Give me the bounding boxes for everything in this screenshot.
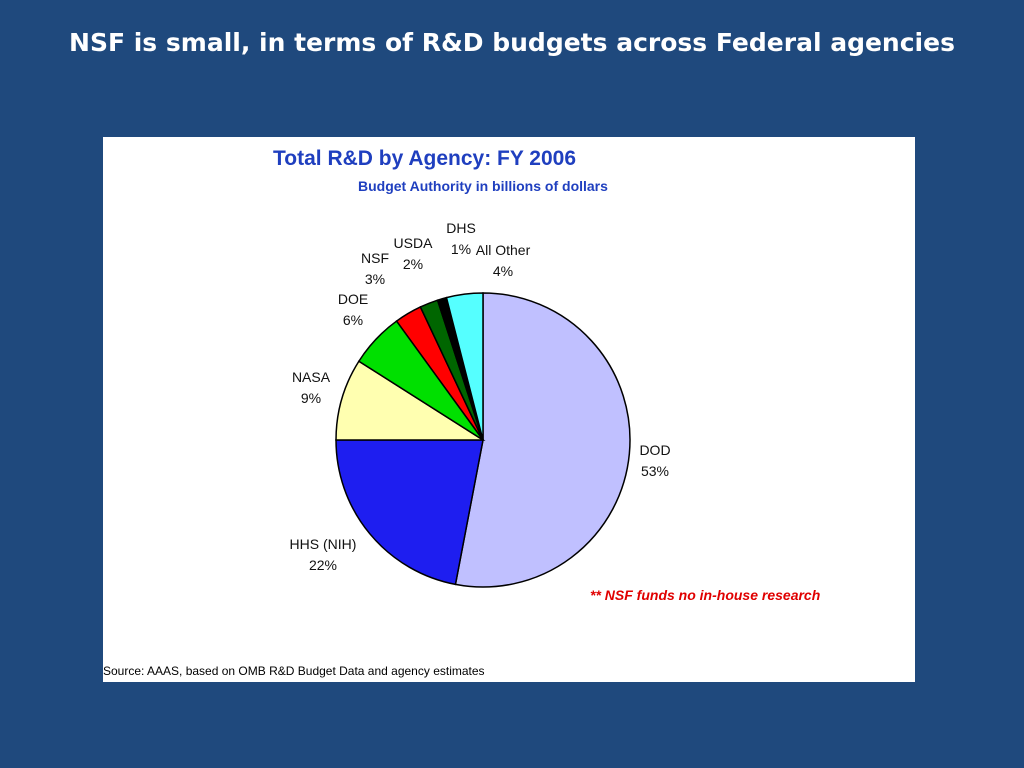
slice-value-dod: 53% bbox=[641, 463, 669, 479]
pie-slice-nasa bbox=[335, 360, 486, 441]
chart-subtitle: Budget Authority in billions of dollars bbox=[358, 178, 608, 194]
chart-source: Source: AAAS, based on OMB R&D Budget Da… bbox=[103, 664, 485, 678]
pie-slice-dod bbox=[454, 292, 631, 588]
chart-panel: Total R&D by Agency: FY 2006 Budget Auth… bbox=[103, 137, 915, 682]
slice-label-all-other: All Other bbox=[476, 242, 531, 258]
slice-value-hhs-nih: 22% bbox=[309, 557, 337, 573]
slide-title: NSF is small, in terms of R&D budgets ac… bbox=[69, 28, 955, 57]
slice-value-nasa: 9% bbox=[301, 390, 321, 406]
slice-label-nasa: NASA bbox=[292, 369, 331, 385]
slice-label-dhs: DHS bbox=[446, 220, 476, 236]
pie-slice-hhs-nih bbox=[335, 439, 484, 586]
slice-value-usda: 2% bbox=[403, 256, 423, 272]
pie-chart: DOD 53% HHS (NIH) 22% NASA 9% DOE 6% NSF 3% USDA 2%… bbox=[290, 220, 671, 588]
slice-value-nsf: 3% bbox=[365, 271, 385, 287]
slice-label-doe: DOE bbox=[338, 291, 368, 307]
slice-label-usda: USDA bbox=[394, 235, 434, 251]
slice-label-hhs-nih: HHS (NIH) bbox=[290, 536, 357, 552]
chart-footnote: ** NSF funds no in-house research bbox=[590, 587, 821, 603]
pie-slice-all-other bbox=[445, 292, 484, 441]
slice-value-dhs: 1% bbox=[451, 241, 471, 257]
chart-title: Total R&D by Agency: FY 2006 bbox=[273, 147, 577, 170]
slice-value-doe: 6% bbox=[343, 312, 363, 328]
slice-value-all-other: 4% bbox=[493, 263, 513, 279]
slice-label-nsf: NSF bbox=[361, 250, 389, 266]
slice-label-dod: DOD bbox=[639, 442, 670, 458]
